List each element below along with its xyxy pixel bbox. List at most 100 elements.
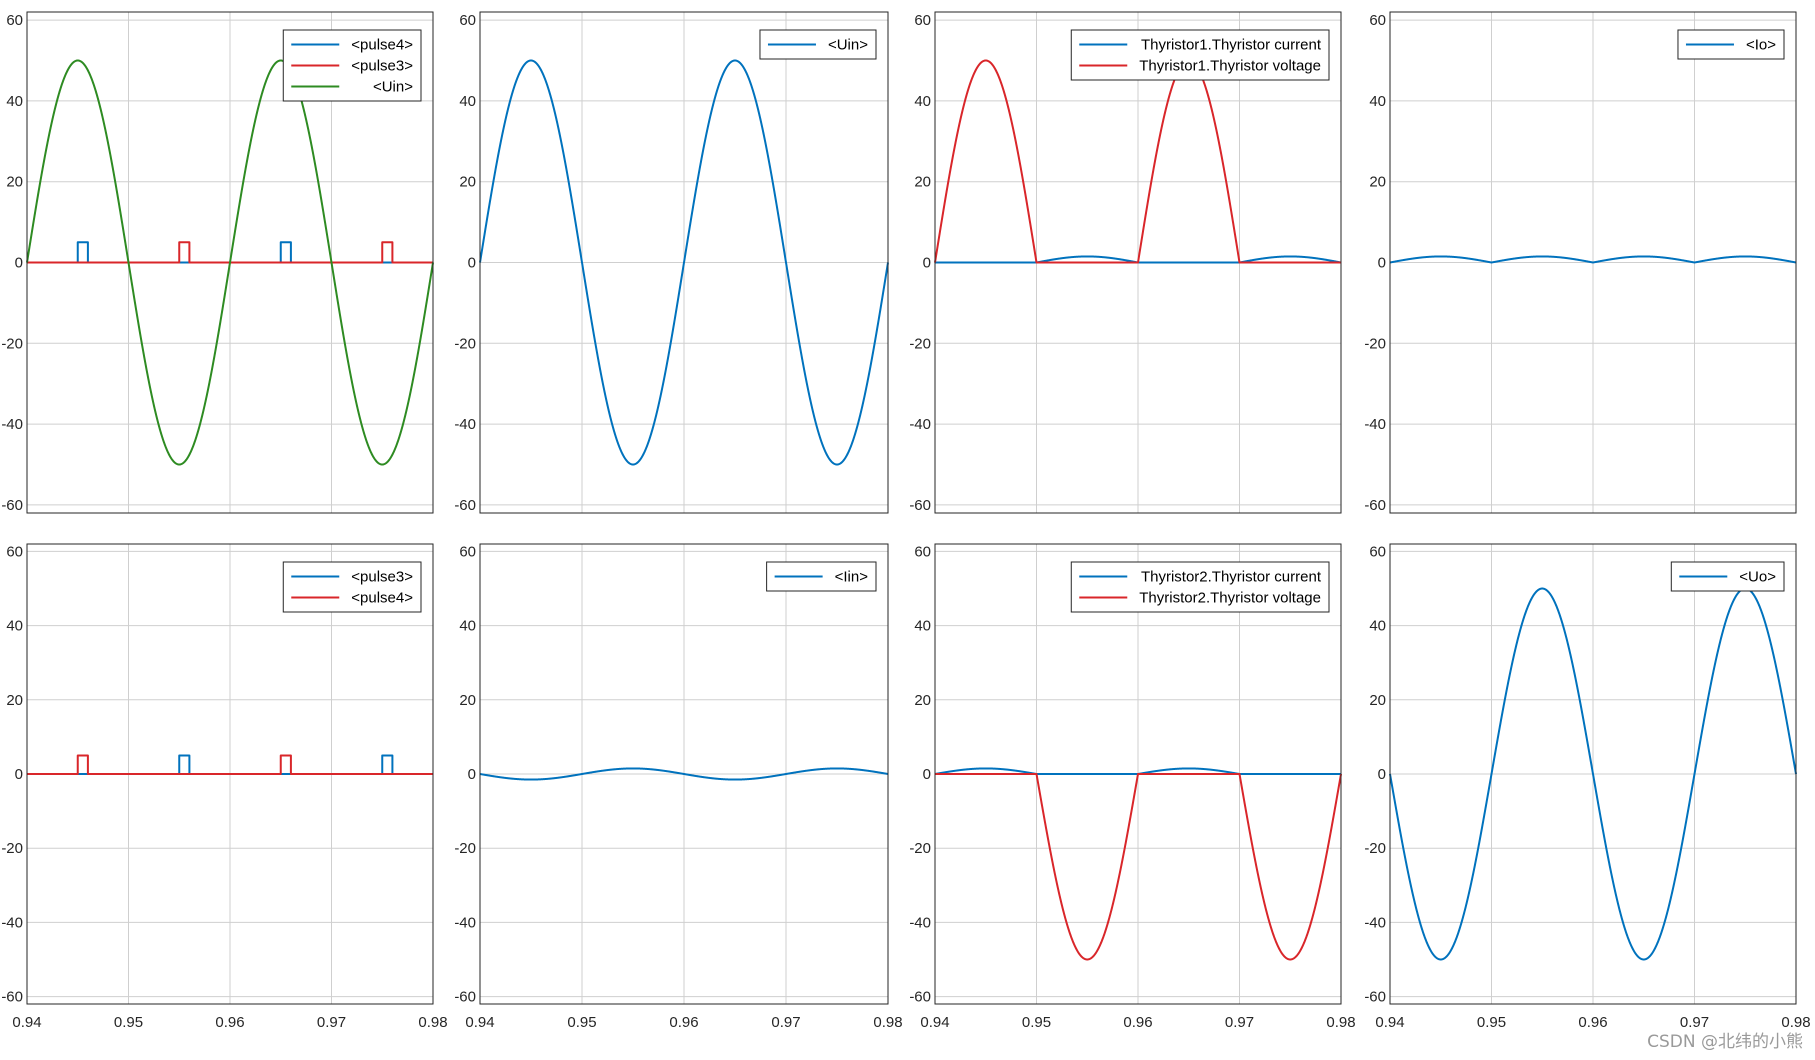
y-tick-label: -40 <box>909 914 931 931</box>
y-tick-label: 0 <box>15 255 23 272</box>
legend-label: Thyristor1.Thyristor voltage <box>1139 58 1321 75</box>
axes-box <box>934 11 1342 514</box>
legend: Thyristor2.Thyristor current Thyristor2.T… <box>1070 561 1330 613</box>
y-tick-label: 40 <box>6 93 23 110</box>
y-tick-label: 20 <box>1369 692 1386 709</box>
y-tick-label: 0 <box>923 766 931 783</box>
x-tick-label: 0.94 <box>12 1014 41 1031</box>
y-tick-label: 40 <box>1369 618 1386 635</box>
legend-label: <Iin> <box>835 569 869 586</box>
x-tick-label: 0.95 <box>1477 1014 1506 1031</box>
y-tick-label: -60 <box>1 989 23 1006</box>
y-tick-label: -20 <box>909 840 931 857</box>
x-tick-label: 0.97 <box>317 1014 346 1031</box>
legend: <Uin> <box>759 29 877 60</box>
axes-box <box>1389 11 1797 514</box>
x-tick-label: 0.98 <box>873 1014 902 1031</box>
x-tick-label: 0.95 <box>1022 1014 1051 1031</box>
y-tick-label: 20 <box>459 174 476 191</box>
axes-box <box>934 543 1342 1005</box>
y-tick-label: 0 <box>15 766 23 783</box>
legend-label: Thyristor2.Thyristor voltage <box>1139 590 1321 607</box>
y-tick-label: 60 <box>6 12 23 29</box>
y-tick-label: -40 <box>1 416 23 433</box>
y-tick-label: -60 <box>1 497 23 514</box>
panel-row2-col2: 0.94 0.95 0.96 0.97 0.98 60 40 20 0 -20 -40 -60 <Iin… <box>454 543 902 1031</box>
x-tick-label: 0.96 <box>1123 1014 1152 1031</box>
panel-row2-col1: 0.94 0.95 0.96 0.97 0.98 60 40 20 0 -20 -40 -60 <pul… <box>1 543 447 1031</box>
y-tick-label: -60 <box>1364 989 1386 1006</box>
legend-label: <pulse3> <box>351 569 413 586</box>
x-tick-label: 0.96 <box>1578 1014 1607 1031</box>
y-tick-label: 0 <box>923 255 931 272</box>
y-tick-label: 60 <box>6 543 23 560</box>
y-tick-label: 40 <box>914 93 931 110</box>
y-tick-label: 40 <box>6 618 23 635</box>
legend: <Io> <box>1677 29 1785 60</box>
panel-row1-col4: 60 40 20 0 -20 -40 -60 <Io> <box>1364 11 1797 514</box>
axes-box <box>26 543 434 1005</box>
series-line <box>1389 587 1797 961</box>
y-tick-label: -20 <box>909 335 931 352</box>
y-tick-label: 60 <box>459 543 476 560</box>
y-tick-label: -40 <box>454 914 476 931</box>
y-tick-label: 60 <box>914 543 931 560</box>
x-tick-label: 0.97 <box>1680 1014 1709 1031</box>
y-tick-label: 20 <box>1369 174 1386 191</box>
y-tick-label: 0 <box>468 766 476 783</box>
y-tick-label: 40 <box>1369 93 1386 110</box>
axes-box <box>479 11 889 514</box>
panel-row1-col3: 60 40 20 0 -20 -40 -60 Thyristor1.Thyristor cur… <box>909 11 1342 514</box>
y-tick-label: 0 <box>1378 766 1386 783</box>
x-tick-label: 0.95 <box>114 1014 143 1031</box>
y-tick-label: 60 <box>1369 12 1386 29</box>
legend: <pulse3> <pulse4> <box>282 561 422 613</box>
y-tick-label: 40 <box>914 618 931 635</box>
y-tick-label: -60 <box>454 497 476 514</box>
legend: <pulse4> <pulse3> <Uin> <box>282 29 422 102</box>
legend-label: <pulse3> <box>351 58 413 75</box>
y-tick-label: 20 <box>914 174 931 191</box>
series-line <box>934 59 1342 264</box>
y-tick-label: -60 <box>1364 497 1386 514</box>
legend-box <box>1070 29 1330 81</box>
legend: <Uo> <box>1670 561 1785 592</box>
legend-label: <Uin> <box>828 37 868 54</box>
y-tick-label: 20 <box>6 174 23 191</box>
legend-label: <pulse4> <box>351 590 413 607</box>
y-tick-label: -40 <box>1364 914 1386 931</box>
axes-box <box>1389 543 1797 1005</box>
legend-box <box>282 561 422 613</box>
x-tick-label: 0.95 <box>567 1014 596 1031</box>
legend-label: <Uo> <box>1739 569 1776 586</box>
y-tick-label: -40 <box>1364 416 1386 433</box>
y-tick-label: 20 <box>459 692 476 709</box>
x-tick-label: 0.94 <box>465 1014 494 1031</box>
y-tick-label: -60 <box>909 497 931 514</box>
y-tick-label: 20 <box>6 692 23 709</box>
y-tick-label: -40 <box>909 416 931 433</box>
legend-label: Thyristor2.Thyristor current <box>1141 569 1322 586</box>
panel-row2-col4: 0.94 0.95 0.96 0.97 0.98 60 40 20 0 -20 -40 -60 <Uo> <box>1364 543 1810 1031</box>
y-tick-label: -40 <box>1 914 23 931</box>
watermark: CSDN @北纬的小熊 <box>1647 1032 1803 1052</box>
x-tick-label: 0.96 <box>215 1014 244 1031</box>
y-tick-label: 60 <box>1369 543 1386 560</box>
y-tick-label: -20 <box>454 335 476 352</box>
series-line <box>26 754 434 775</box>
x-tick-label: 0.97 <box>771 1014 800 1031</box>
x-tick-label: 0.98 <box>1781 1014 1810 1031</box>
y-tick-label: 0 <box>468 255 476 272</box>
series-line <box>479 767 889 781</box>
legend: Thyristor1.Thyristor current Thyristor1.T… <box>1070 29 1330 81</box>
y-tick-label: 40 <box>459 618 476 635</box>
y-tick-label: -20 <box>1364 840 1386 857</box>
x-tick-label: 0.96 <box>669 1014 698 1031</box>
panel-row2-col3: 0.94 0.95 0.96 0.97 0.98 60 40 20 0 -20 -40 -60 Thyr… <box>909 543 1355 1031</box>
x-tick-label: 0.97 <box>1225 1014 1254 1031</box>
y-tick-label: -60 <box>454 989 476 1006</box>
y-tick-label: 40 <box>459 93 476 110</box>
legend-label: <pulse4> <box>351 37 413 54</box>
y-tick-label: -40 <box>454 416 476 433</box>
